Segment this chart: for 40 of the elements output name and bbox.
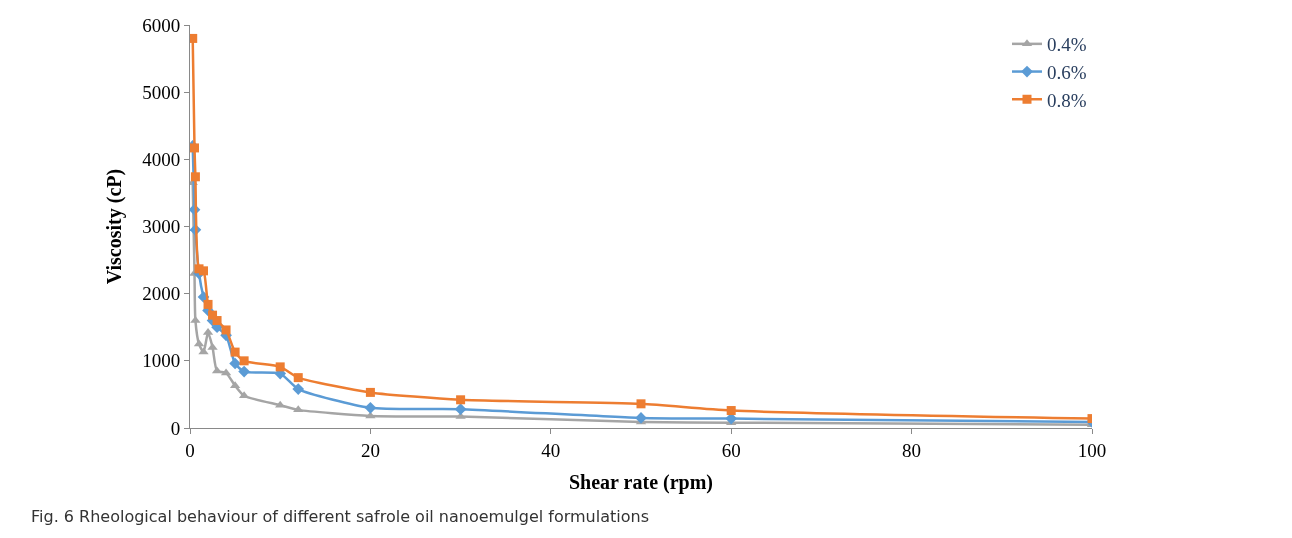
point xyxy=(212,316,222,326)
x-tick-label: 60 xyxy=(721,439,741,461)
x-tick-label: 80 xyxy=(902,439,922,461)
point xyxy=(238,365,250,378)
point xyxy=(636,399,646,409)
legend-label: 0.6% xyxy=(1047,61,1087,83)
legend-label: 0.4% xyxy=(1047,34,1087,56)
y-tick-label: 6000 xyxy=(142,14,181,36)
y-axis-title: Viscosity (cP) xyxy=(102,168,126,285)
y-tick-label: 2000 xyxy=(142,283,181,305)
point xyxy=(199,266,209,276)
point xyxy=(203,299,213,309)
point xyxy=(456,395,466,405)
point xyxy=(275,362,285,372)
x-axis-title: Shear rate (rpm) xyxy=(568,471,714,495)
x-tick-label: 20 xyxy=(360,439,380,461)
point xyxy=(293,405,304,413)
legend-label: 0.8% xyxy=(1047,89,1087,111)
point xyxy=(229,357,241,370)
point xyxy=(293,373,303,383)
y-tick-label: 3000 xyxy=(142,216,181,238)
point xyxy=(190,33,198,43)
x-tick-label: 40 xyxy=(541,439,561,461)
point xyxy=(364,402,377,414)
point xyxy=(230,347,240,357)
point xyxy=(454,403,467,416)
x-tick-label: 100 xyxy=(1077,439,1107,461)
point xyxy=(365,387,375,397)
point xyxy=(726,406,736,416)
y-tick-label: 0 xyxy=(170,417,181,439)
caption: Fig. 6 Rheological behaviour of different safrole oil nanoemulgel formulations xyxy=(31,507,649,526)
x-tick-label: 0 xyxy=(185,439,195,461)
point xyxy=(292,383,305,395)
y-tick-label: 5000 xyxy=(142,81,181,103)
point xyxy=(190,172,200,182)
point xyxy=(221,325,231,335)
y-tick-label: 4000 xyxy=(142,148,181,170)
point xyxy=(207,342,218,350)
point xyxy=(239,356,249,366)
y-tick-label: 1000 xyxy=(142,350,181,372)
